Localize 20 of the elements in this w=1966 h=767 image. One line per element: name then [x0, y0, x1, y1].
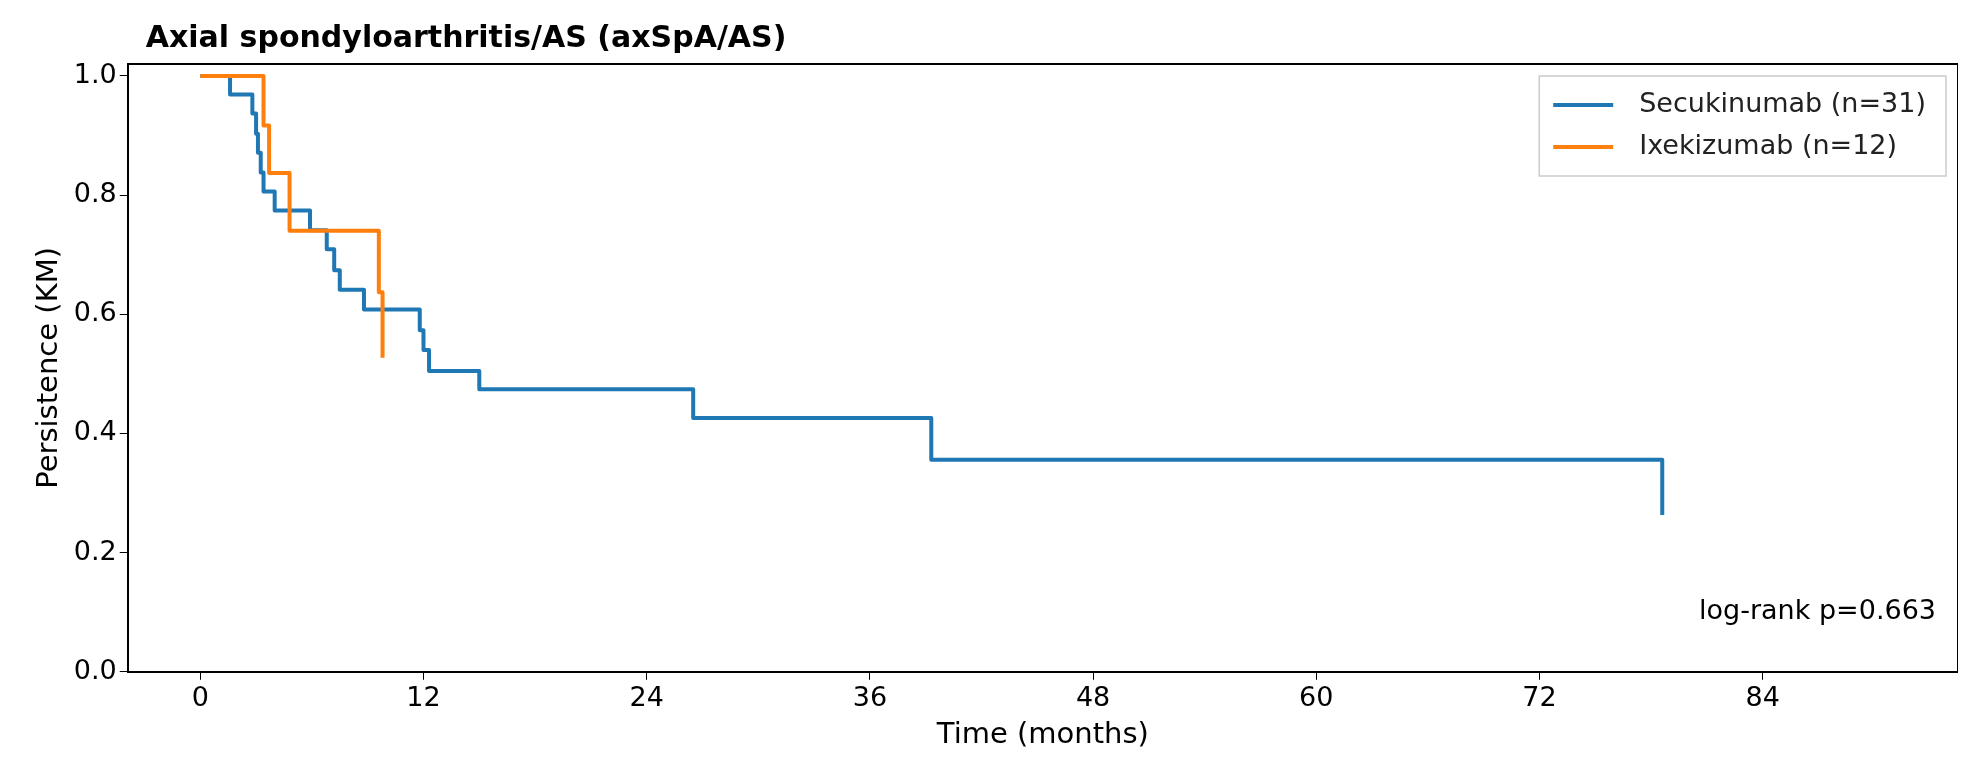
- legend-label: Ixekizumab (n=12): [1639, 129, 1898, 161]
- chart-title: Axial spondyloarthritis/AS (axSpA/AS): [145, 18, 787, 54]
- x-tick-label: 84: [1745, 681, 1780, 713]
- x-tick-label: 24: [629, 681, 664, 713]
- x-tick-label: 12: [406, 681, 441, 713]
- y-tick-label: 0.8: [73, 177, 117, 209]
- y-tick-label: 0.0: [73, 653, 117, 685]
- y-tick-label: 0.6: [73, 296, 117, 328]
- x-axis-title: Time (months): [935, 716, 1149, 751]
- y-axis-title: Persistence (KM): [29, 247, 64, 489]
- y-tick-label: 0.2: [73, 534, 117, 566]
- y-tick-label: 1.0: [73, 57, 117, 89]
- annotation: log-rank p=0.663: [1699, 594, 1936, 626]
- y-tick-label: 0.4: [73, 415, 117, 447]
- legend-label: Secukinumab (n=31): [1639, 87, 1926, 119]
- x-tick-label: 0: [191, 681, 209, 713]
- x-tick-label: 60: [1299, 681, 1334, 713]
- x-tick-label: 72: [1522, 681, 1557, 713]
- x-tick-label: 48: [1075, 681, 1111, 713]
- x-tick-label: 36: [852, 681, 888, 713]
